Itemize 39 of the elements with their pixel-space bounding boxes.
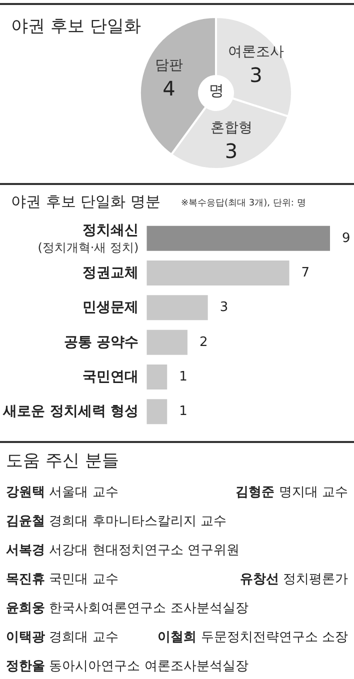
bar [146, 226, 330, 251]
data-label: 3 [224, 139, 238, 164]
y-tick-label: 정권교체 [82, 265, 139, 281]
y-tick-label: 공통 공약수 [64, 334, 139, 350]
data-label: 3 [220, 300, 228, 316]
bar [146, 295, 208, 320]
data-label: 9 [342, 230, 350, 246]
text: 김형준 명지대 교수 [236, 484, 348, 502]
y-tick-label: 정치쇄신 (정치개혁·새 정치) [38, 222, 139, 254]
slice-label: 여론조사 [228, 44, 284, 60]
data-label: 1 [179, 370, 188, 384]
bar [146, 330, 188, 355]
text: 목진휴 국민대 교수 [6, 571, 118, 589]
data-label: 7 [301, 266, 310, 280]
data-label: 1 [179, 404, 188, 420]
text: 김윤철 경희대 후마니타스칼리지 교수 [6, 513, 226, 531]
text: 이택광 경희대 교수 [6, 629, 118, 647]
bar [146, 399, 168, 424]
text: 윤희웅 한국사회여론연구소 조사분석실장 [6, 600, 248, 618]
chart-title: 야권 후보 단일화 [11, 16, 141, 36]
text: 유창선 정치평론가 [240, 571, 348, 589]
text: 서복경 서강대 현대정치연구소 연구위원 [6, 542, 240, 560]
data-label: 2 [199, 334, 208, 350]
chart-subtitle: ※복수응답(최대 3개), 단위: 명 [181, 198, 306, 208]
bar [146, 260, 290, 286]
text: 이철희 두문정치전략연구소 소장 [158, 629, 348, 647]
text: 정한울 동아시아연구소 여론조사분석실장 [6, 658, 248, 676]
chart-title: 야권 후보 단일화 명분 [11, 192, 160, 210]
slice-label: 담판 [154, 58, 183, 74]
text: 강원택 서울대 교수 [6, 484, 118, 502]
text: 명 [209, 82, 224, 100]
data-label: 4 [162, 76, 176, 101]
y-tick-label: 민생문제 [82, 300, 139, 316]
bar [146, 364, 168, 390]
y-tick-label: 국민연대 [82, 369, 139, 385]
data-label: 3 [250, 62, 262, 87]
slice-label: 혼합형 [210, 120, 252, 136]
text: 도움 주신 분들 [6, 450, 120, 472]
y-tick-label: 새로운 정치세력 형성 [2, 404, 139, 420]
